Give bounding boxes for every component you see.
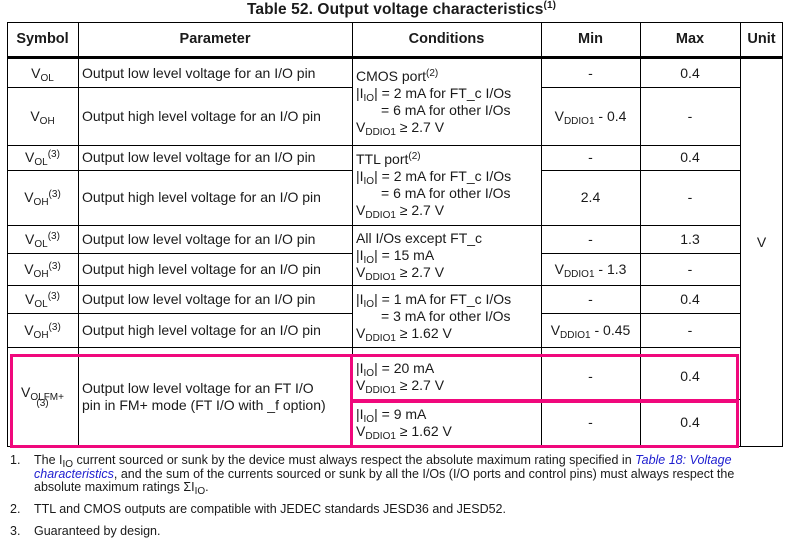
parameter-cell: Output low level voltage for an I/O pin (82, 290, 316, 307)
symbol-cell: VOL(3) (25, 230, 60, 250)
min-cell: VDDIO1 - 0.4 (554, 107, 627, 127)
header-parameter: Parameter (179, 31, 251, 47)
footnote-ref[interactable]: (1) (543, 0, 557, 11)
symbol-cell: VOL (31, 64, 54, 84)
row-divider (7, 253, 352, 254)
max-cell: 0.4 (680, 64, 700, 81)
max-cell: 1.3 (680, 230, 700, 247)
min-cell: - (588, 414, 593, 430)
parameter-cell: Output high level voltage for an I/O pin (82, 189, 321, 205)
header-divider (7, 56, 783, 59)
table-border-left (7, 22, 8, 447)
table-title-text: Table 52. Output voltage characteristics (246, 1, 544, 18)
parameter-cell: Output high level voltage for an I/O pin (82, 321, 321, 338)
min-cell: - (588, 230, 593, 247)
unit-cell: V (756, 234, 767, 250)
parameter-cell: Output low level voltage for an I/O pin (82, 64, 316, 81)
conditions-fm-20ma: |IIO| = 20 mA VDDIO1 ≥ 2.7 V (356, 359, 445, 396)
table-border-bottom (7, 446, 783, 447)
row-divider (7, 313, 352, 314)
symbol-cell: VOL(3) (25, 149, 60, 168)
symbol-cell: VOL(3) (25, 290, 60, 310)
parameter-cell: Output low level voltage for an I/O pin (82, 149, 316, 165)
col-divider (78, 22, 79, 447)
min-cell: - (588, 290, 593, 307)
max-cell: - (687, 321, 693, 338)
min-cell: 2.4 (580, 189, 601, 205)
symbol-cell: VOH(3) (24, 189, 61, 208)
max-cell: 0.4 (680, 149, 700, 165)
table-border-top (7, 22, 783, 23)
min-cell: - (588, 64, 593, 81)
max-cell: - (687, 107, 693, 124)
parameter-cell: Output low level voltage for an I/O pin (82, 230, 316, 247)
row-divider (7, 347, 740, 348)
row-divider (352, 399, 740, 400)
parameter-cell: Output high level voltage for an I/O pin (82, 107, 321, 124)
symbol-cell: VOLFM+ (3) (21, 384, 64, 409)
conditions-all-ios: All I/Os except FT_c |IIO| = 15 mA VDDIO… (356, 229, 483, 283)
row-divider (7, 225, 740, 226)
header-max: Max (675, 31, 705, 47)
output-voltage-table: Symbol Parameter Conditions Min Max Unit… (7, 22, 783, 447)
conditions-fm-9ma: |IIO| = 9 mA VDDIO1 ≥ 1.62 V (356, 405, 452, 442)
symbol-cell: VOH (30, 107, 55, 127)
header-conditions: Conditions (408, 31, 485, 47)
symbol-cell: VOH(3) (24, 321, 61, 341)
max-cell: - (687, 260, 693, 277)
header-symbol: Symbol (16, 31, 69, 47)
col-divider (640, 22, 641, 447)
min-cell: - (588, 149, 593, 165)
row-divider (7, 170, 352, 171)
row-divider (7, 285, 740, 286)
parameter-cell: Output low level voltage for an FT I/O p… (82, 380, 326, 413)
table-title: Table 52. Output voltage characteristics… (0, 0, 803, 20)
max-cell: 0.4 (680, 368, 700, 384)
parameter-cell: Output high level voltage for an I/O pin (82, 260, 321, 277)
table-18-link[interactable]: Table 18: Voltage characteristics (34, 453, 732, 481)
col-divider (541, 22, 542, 447)
conditions-low-vdd: |IIO| = 1 mA for FT_c I/Os = 3 mA for ot… (356, 291, 512, 344)
min-cell: VDDIO1 - 1.3 (554, 260, 627, 280)
header-min: Min (578, 31, 603, 47)
row-divider (7, 145, 740, 146)
min-cell: - (588, 368, 593, 384)
max-cell: 0.4 (680, 414, 700, 430)
conditions-cmos: CMOS port(2) |IIO| = 2 mA for FT_c I/Os … (356, 68, 512, 138)
min-cell: VDDIO1 - 0.45 (550, 321, 631, 341)
row-divider (7, 87, 352, 88)
table-border-right (782, 22, 783, 447)
header-unit: Unit (747, 31, 776, 47)
col-divider (740, 22, 741, 447)
col-divider (352, 22, 353, 447)
conditions-ttl: TTL port(2) |IIO| = 2 mA for FT_c I/Os =… (356, 151, 512, 221)
max-cell: - (687, 189, 693, 205)
symbol-cell: VOH(3) (24, 260, 61, 280)
max-cell: 0.4 (680, 290, 700, 307)
